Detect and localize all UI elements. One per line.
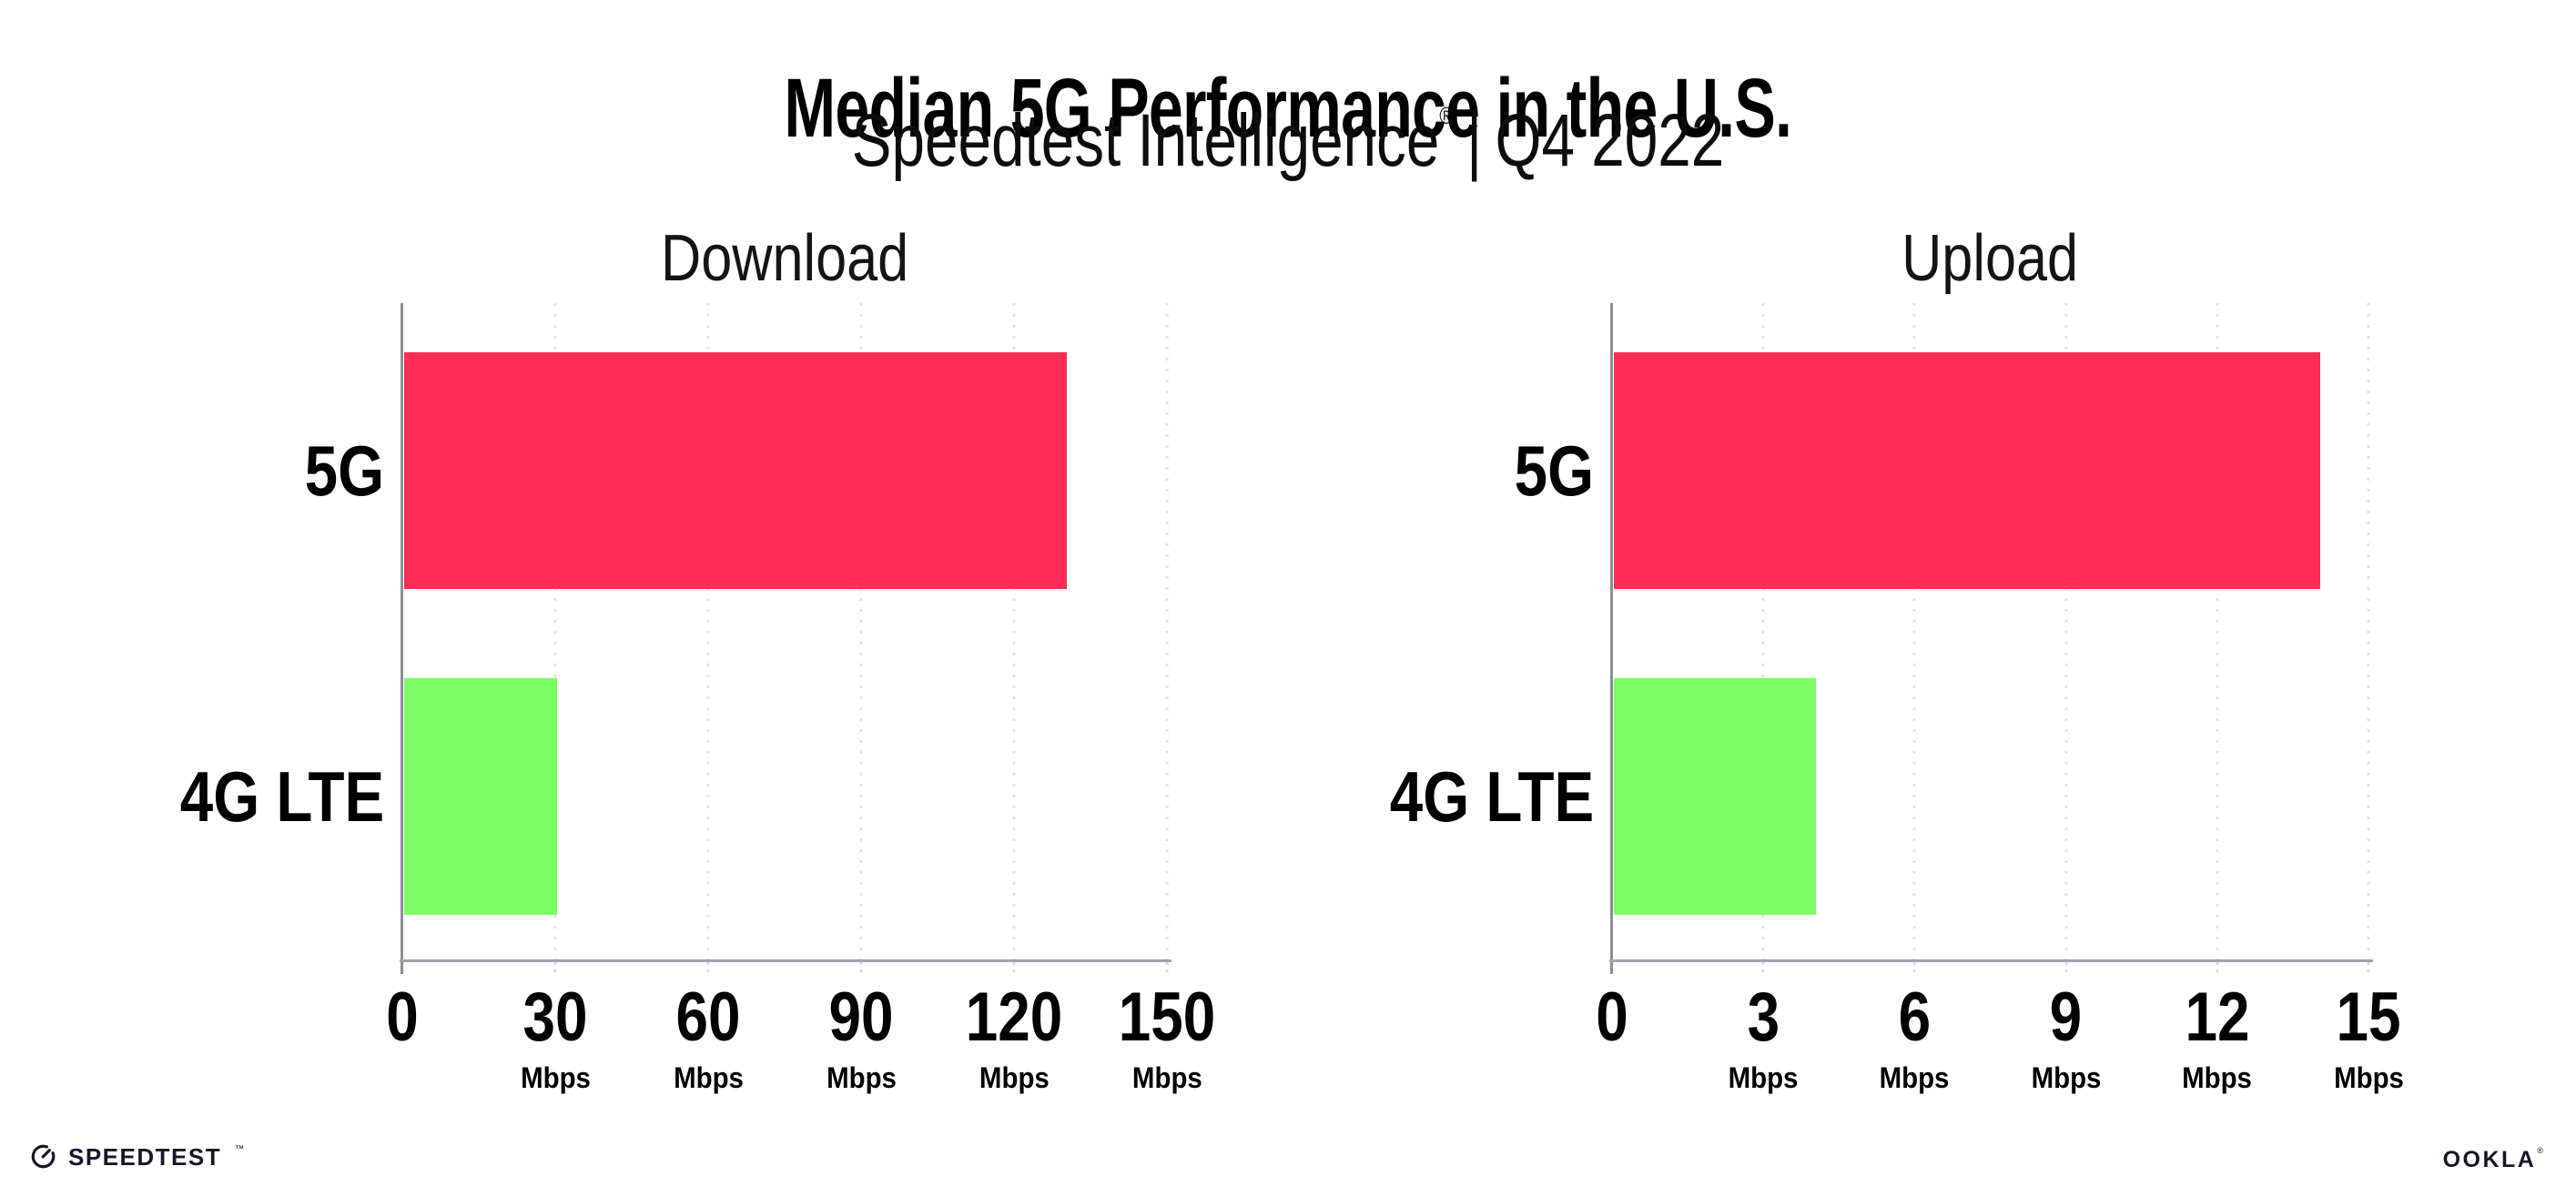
ookla-wordmark: OOKLA xyxy=(2442,1147,2537,1172)
download-plot-area: 0 30 Mbps 60 Mbps 90 Mbps 120 Mbps 150 Mbps 5G 4G LT… xyxy=(180,303,1215,1092)
download-chart-title: Download xyxy=(402,226,1167,291)
x-tick-label: 12 Mbps xyxy=(2179,979,2257,1094)
tick-unit-label: Mbps xyxy=(2182,1061,2253,1094)
gridline xyxy=(2367,303,2370,959)
axis-tick-mark xyxy=(1165,962,1169,974)
category-label: 5G xyxy=(304,431,384,511)
gridline xyxy=(1761,303,1765,959)
x-tick-label: 90 Mbps xyxy=(823,979,900,1094)
tick-unit-label: Mbps xyxy=(826,1061,897,1094)
x-tick-label: 120 Mbps xyxy=(957,979,1072,1094)
y-axis-line xyxy=(401,303,403,974)
gridline xyxy=(859,303,863,959)
axis-tick-mark xyxy=(859,962,863,974)
upload-plot-area: 0 3 Mbps 6 Mbps 9 Mbps 12 Mbps 15 Mbps 5G 4G LTE xyxy=(1390,303,2403,1092)
tick-value: 0 xyxy=(386,979,419,1056)
tick-unit-label: Mbps xyxy=(520,1061,591,1094)
tick-unit-label: Mbps xyxy=(673,1061,744,1094)
tick-value: 3 xyxy=(1747,979,1780,1056)
gridline xyxy=(706,303,710,959)
tick-value: 60 xyxy=(675,979,741,1056)
speedtest-logo: SPEEDTEST ™ xyxy=(30,1143,244,1170)
page-title: Median 5G Performance in the U.S. xyxy=(0,61,2576,155)
axis-tick-mark xyxy=(706,962,710,974)
category-label: 4G LTE xyxy=(179,756,384,837)
registered-mark-icon: ® xyxy=(1439,102,1454,129)
x-axis-line xyxy=(400,959,1171,962)
category-label: 5G xyxy=(1514,431,1594,511)
upload-chart-title: Upload xyxy=(1612,226,2368,291)
tick-value: 9 xyxy=(2049,979,2083,1056)
speedtest-gauge-icon xyxy=(31,1144,56,1169)
gridline xyxy=(553,303,557,959)
x-tick-label: 3 Mbps xyxy=(1725,979,1801,1094)
tick-value: 12 xyxy=(2185,979,2250,1056)
tick-value: 150 xyxy=(1118,979,1216,1056)
bar-4g-lte xyxy=(404,678,557,915)
tick-unit-label: Mbps xyxy=(2031,1061,2102,1094)
x-tick-label: 9 Mbps xyxy=(2028,979,2104,1094)
download-chart-title-text: Download xyxy=(660,222,909,295)
axis-tick-mark xyxy=(1012,962,1016,974)
gridline xyxy=(2216,303,2219,959)
page-title-text: Median 5G Performance in the U.S. xyxy=(784,61,1792,155)
x-tick-label: 15 Mbps xyxy=(2330,979,2408,1094)
subtitle-separator: | xyxy=(1466,99,1483,182)
ookla-logo: OOKLA ® xyxy=(2442,1146,2543,1172)
gridline xyxy=(1165,303,1169,959)
tick-value: 30 xyxy=(522,979,588,1056)
x-tick-label: 0 xyxy=(1593,983,1631,1052)
axis-tick-mark xyxy=(2367,962,2370,974)
axis-tick-mark xyxy=(1912,962,1916,974)
trademark-mark-icon: ™ xyxy=(235,1144,245,1154)
axis-tick-mark xyxy=(2064,962,2068,974)
gridline xyxy=(1012,303,1016,959)
tick-value: 90 xyxy=(828,979,894,1056)
subtitle: Speedtest Intelligence® | Q4 2022 xyxy=(0,99,2576,182)
x-tick-label: 30 Mbps xyxy=(517,979,594,1094)
x-axis-line xyxy=(1609,959,2373,962)
axis-tick-mark xyxy=(2216,962,2219,974)
axis-tick-mark xyxy=(553,962,557,974)
tick-value: 15 xyxy=(2336,979,2401,1056)
footer: SPEEDTEST ™ OOKLA ® xyxy=(0,1129,2576,1197)
x-tick-label: 150 Mbps xyxy=(1110,979,1225,1094)
gridline xyxy=(1912,303,1916,959)
x-tick-label: 6 Mbps xyxy=(1877,979,1953,1094)
x-tick-label: 60 Mbps xyxy=(670,979,747,1094)
registered-mark-icon: ® xyxy=(2537,1146,2543,1155)
speedtest-wordmark: SPEEDTEST xyxy=(68,1142,222,1171)
subtitle-brand: Speedtest Intelligence xyxy=(851,99,1440,182)
upload-chart-title-text: Upload xyxy=(1902,222,2079,295)
gridline xyxy=(2064,303,2068,959)
tick-unit-label: Mbps xyxy=(1131,1061,1202,1094)
y-axis-line xyxy=(1610,303,1613,974)
tick-value: 120 xyxy=(965,979,1063,1056)
tick-unit-label: Mbps xyxy=(1728,1061,1799,1094)
bar-5g xyxy=(1614,352,2320,589)
tick-value: 0 xyxy=(1596,979,1628,1056)
subtitle-period: Q4 2022 xyxy=(1495,99,1725,182)
x-tick-label: 0 xyxy=(383,983,421,1052)
tick-unit-label: Mbps xyxy=(979,1061,1050,1094)
tick-value: 6 xyxy=(1898,979,1932,1056)
axis-tick-mark xyxy=(1761,962,1765,974)
category-label: 4G LTE xyxy=(1389,756,1594,837)
bar-4g-lte xyxy=(1614,678,1816,915)
tick-unit-label: Mbps xyxy=(1879,1061,1950,1094)
tick-unit-label: Mbps xyxy=(2333,1061,2404,1094)
bar-5g xyxy=(404,352,1067,589)
